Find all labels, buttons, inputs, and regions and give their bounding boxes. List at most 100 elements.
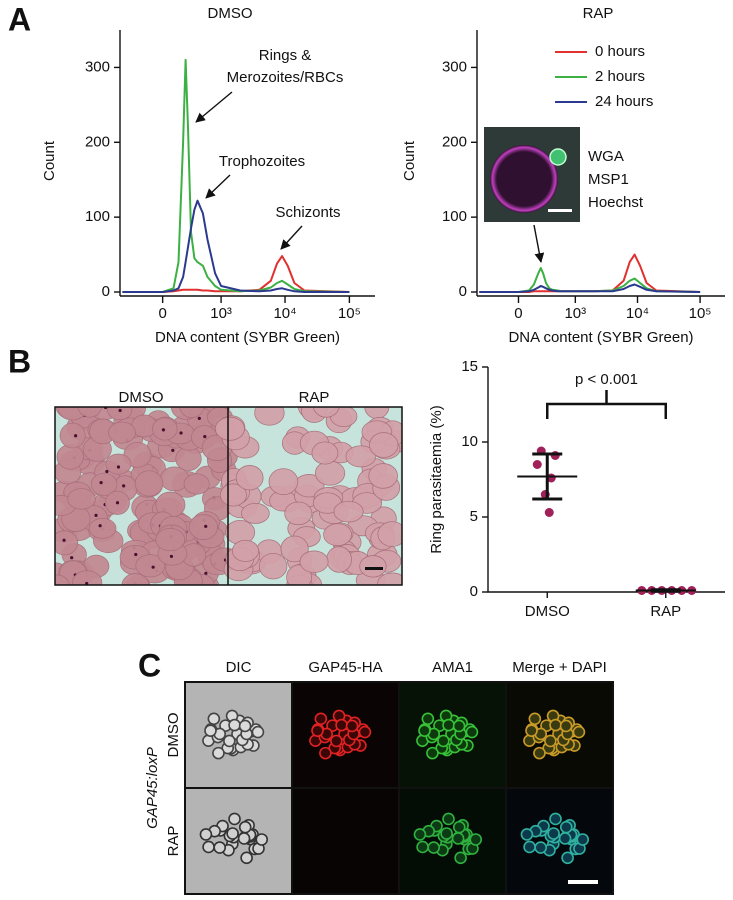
merozoite [440,827,453,840]
parasite [70,556,74,560]
merozoite [228,812,241,826]
rbc [231,539,260,562]
merozoite [311,724,324,737]
annotation-arrow [280,225,303,250]
merozoite [549,718,562,732]
merozoite [226,827,239,840]
y-tick-label: 15 [461,358,478,375]
parasite [203,434,207,439]
parasite [116,465,121,469]
parasite [179,431,183,435]
histogram-line [479,267,701,293]
merozoite [533,746,546,760]
rbc [90,472,118,496]
annotation: Trophozoites [219,153,305,170]
cell-image [292,788,399,894]
rbc [56,444,84,470]
parasite [105,469,109,474]
merozoite [207,712,221,726]
data-point [544,508,554,517]
merozoite [576,833,590,846]
legend-label: 24 hours [595,93,653,110]
y-tick-label: 5 [470,508,478,525]
merozoite [416,840,429,854]
merozoite [427,841,440,854]
parasite [204,524,208,528]
rbc [323,523,353,547]
parasite [204,571,208,575]
y-axis-label: Count [401,140,418,181]
y-tick-label: 10 [461,433,478,450]
column-label: AMA1 [432,659,473,676]
x-tick-label: DMSO [525,603,570,620]
rbc [284,501,313,526]
rbc [326,546,352,573]
merozoite [469,833,483,846]
y-tick-label: 200 [442,133,467,150]
x-tick-label: 10⁵ [338,305,361,322]
merozoite [223,734,236,748]
inset-label: Hoechst [588,194,644,211]
parasite [161,428,166,432]
parasite [201,586,204,589]
rbc [55,530,79,556]
rbc [107,407,133,421]
histogram-line [122,255,350,293]
rbc [88,517,117,539]
rbc [280,535,309,563]
inset-label: MSP1 [588,171,629,188]
rbc [219,483,247,507]
histogram-line [479,283,701,293]
merozoite [418,724,431,737]
merozoite [213,841,226,854]
x-tick-label: 10⁴ [273,305,296,322]
rbc [183,473,210,495]
parasite [62,538,66,542]
merozoite [520,828,534,841]
rbc [151,417,178,441]
rbc [135,554,166,578]
data-point [532,460,542,469]
x-tick-label: 0 [514,305,522,322]
rbc [311,441,339,465]
merozoite [547,827,560,840]
scale-bar [568,880,598,884]
merozoite [572,725,586,739]
merozoite [319,746,332,760]
rbc [254,407,285,426]
rbc [214,416,245,441]
merozoite [314,712,328,726]
merozoite [199,828,213,841]
rbc [359,555,387,578]
micrograph-label: RAP [299,389,330,406]
rbc [369,432,399,458]
y-axis-label: Count [41,140,58,181]
rbc [188,514,218,540]
micrograph-frame [54,406,403,586]
column-label: DIC [226,659,252,676]
merozoite [238,719,252,733]
y-tick-label: 300 [85,58,110,75]
annotation-arrow [205,174,231,199]
y-tick-label: 0 [470,583,478,600]
rbc [333,500,364,523]
y-axis-label: Ring parasitaemia (%) [428,405,445,553]
rbc [67,488,96,510]
rbc [235,465,264,491]
merozoite [534,841,547,854]
inset-parasite [549,148,567,166]
parasite [99,481,103,485]
row-label: DMSO [165,713,182,758]
row-label: RAP [165,826,182,857]
merozoite [465,725,479,739]
merozoite [426,746,439,760]
rbc [312,407,340,418]
grid-frame [184,681,614,895]
rbc [268,468,299,495]
x-axis-label: DNA content (SYBR Green) [155,329,340,346]
y-tick-label: 300 [442,58,467,75]
parasite [197,416,201,420]
scale-bar [365,567,383,570]
column-label: Merge + DAPI [512,659,607,676]
